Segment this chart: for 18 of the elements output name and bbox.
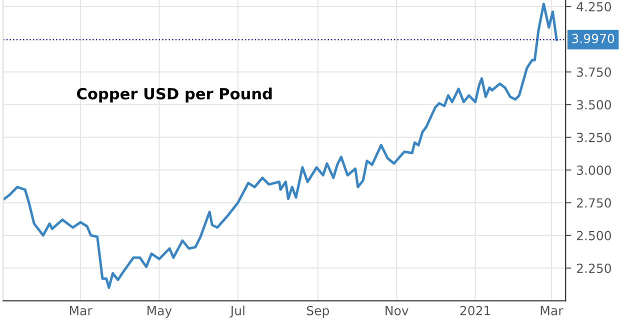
- text: Copper USD per Pound: [77, 88, 272, 102]
- y-tick-label: 2.250: [576, 264, 611, 274]
- x-tick-label: Sep: [306, 306, 330, 318]
- y-tick-label: 2.750: [576, 198, 611, 208]
- ref-line-label: 3.9970: [572, 34, 614, 44]
- x-tick-label: Mar: [540, 306, 564, 316]
- x-tick-label: Nov: [386, 306, 408, 316]
- y-tick-label: 3.500: [576, 100, 611, 110]
- y-tick-label: 3.750: [576, 67, 611, 77]
- x-tick-label: Mar: [70, 306, 92, 316]
- x-tick-label: May: [148, 306, 172, 318]
- line-series: [3, 2, 558, 289]
- y-tick-label: 4.250: [576, 2, 611, 12]
- y-tick-label: 2.500: [576, 230, 611, 240]
- x-tick-label: Jul: [230, 306, 244, 318]
- y-tick-label: 3.250: [576, 132, 611, 142]
- y-tick-label: 3.000: [576, 165, 611, 175]
- x-tick-label: 2021: [460, 306, 490, 316]
